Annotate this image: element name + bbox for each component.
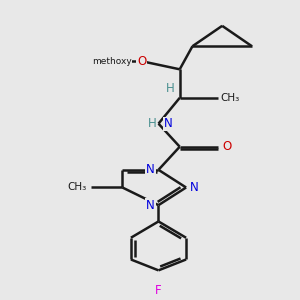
Text: N: N (164, 117, 172, 130)
Text: N: N (190, 181, 198, 194)
Text: O: O (137, 55, 146, 68)
Text: N: N (146, 199, 155, 212)
Text: F: F (155, 284, 162, 297)
Text: methoxy: methoxy (92, 57, 132, 66)
Text: N: N (146, 163, 155, 176)
Text: H: H (148, 117, 156, 130)
Text: H: H (166, 82, 175, 95)
Text: CH₃: CH₃ (67, 182, 86, 193)
Text: CH₃: CH₃ (220, 93, 239, 103)
Text: O: O (222, 140, 231, 153)
